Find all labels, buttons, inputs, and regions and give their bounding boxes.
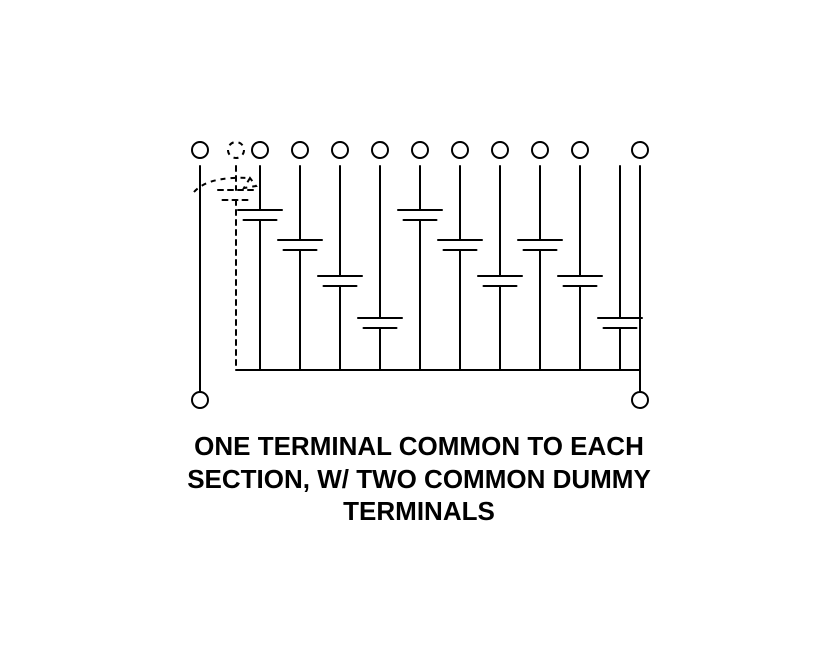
caption-line-1: ONE TERMINAL COMMON TO EACH (0, 430, 838, 463)
schematic-svg (0, 0, 838, 649)
caption-line-3: TERMINALS (0, 495, 838, 528)
figure-caption: ONE TERMINAL COMMON TO EACH SECTION, W/ … (0, 430, 838, 528)
figure-container: ONE TERMINAL COMMON TO EACH SECTION, W/ … (0, 0, 838, 649)
caption-line-2: SECTION, W/ TWO COMMON DUMMY (0, 463, 838, 496)
